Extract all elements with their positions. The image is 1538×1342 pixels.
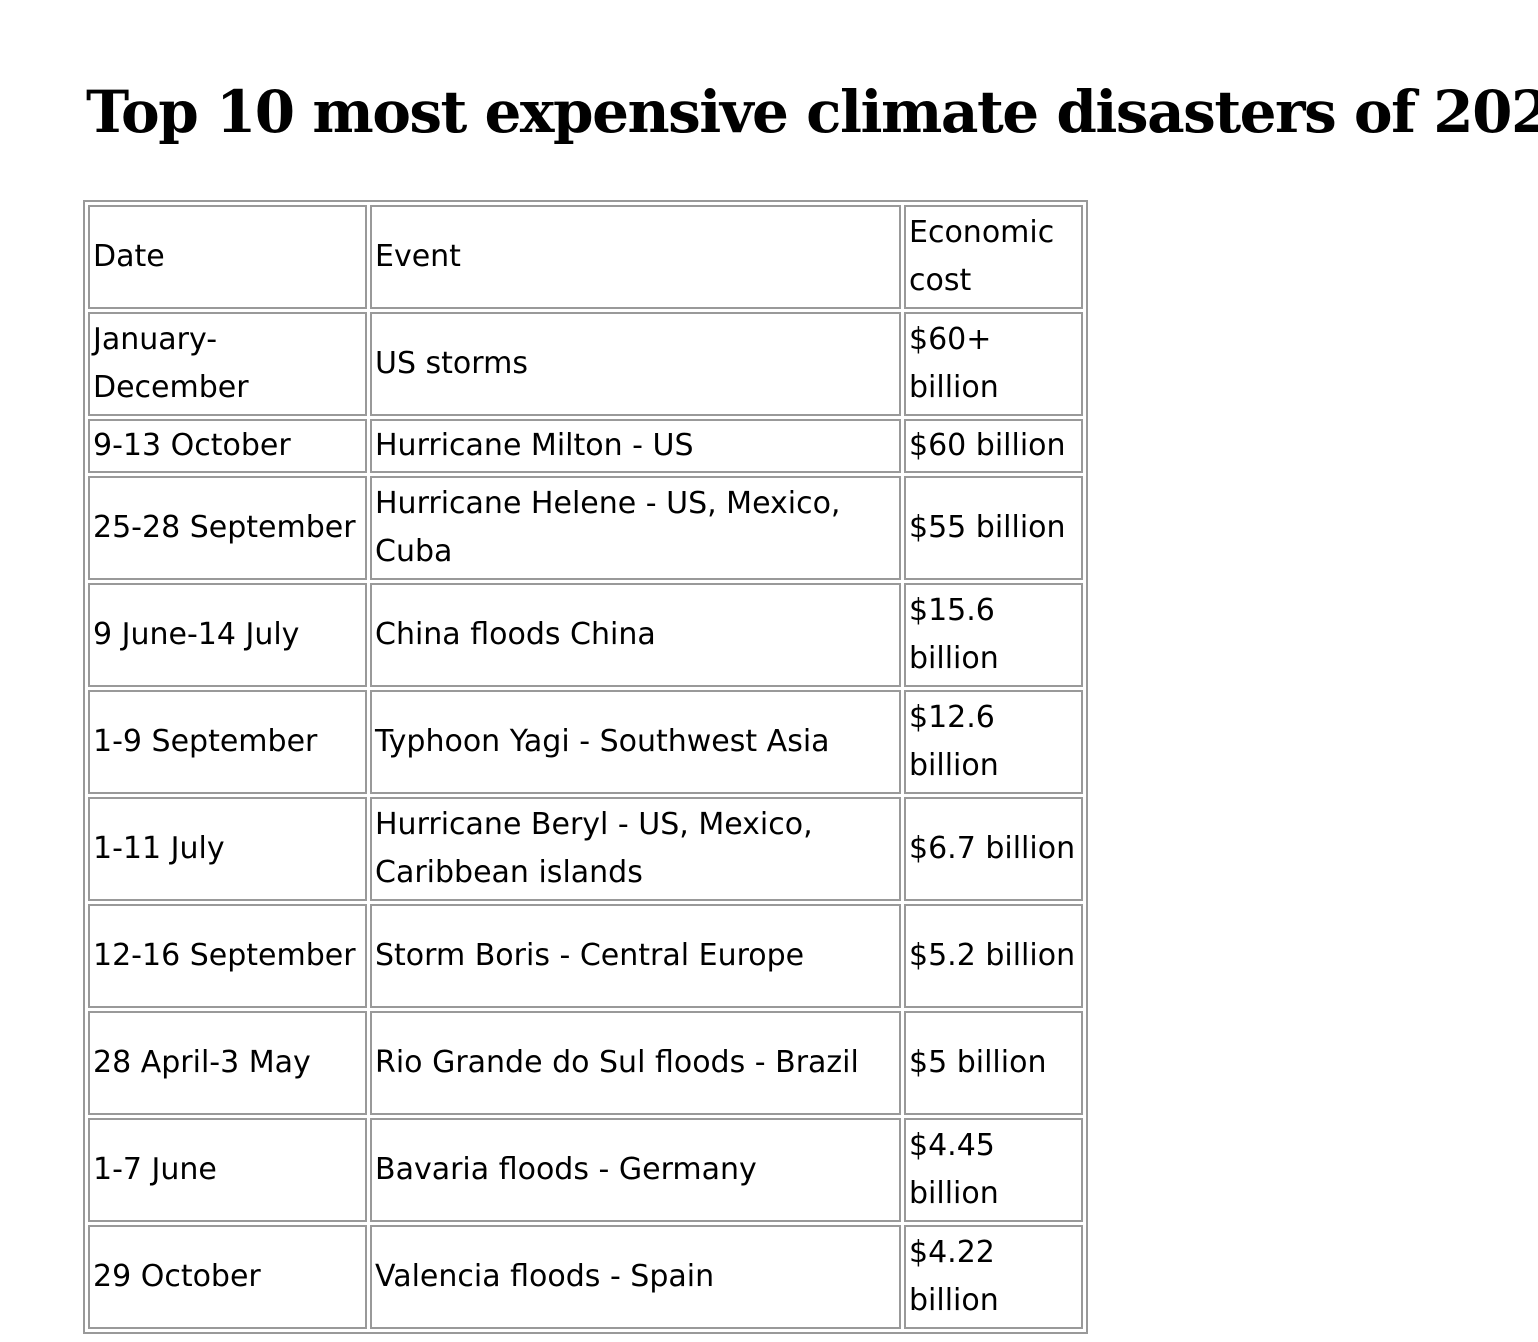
table-row: 9 June-14 July China floods China $15.6 … — [88, 583, 1083, 687]
header-economic-cost: Economic cost — [904, 205, 1083, 309]
table-row: 12-16 September Storm Boris - Central Eu… — [88, 904, 1083, 1008]
cell-cost: $60 billion — [904, 419, 1083, 473]
cell-event: China floods China — [370, 583, 901, 687]
page-title: Top 10 most expensive climate disasters … — [86, 78, 1538, 146]
cell-event: Valencia floods - Spain — [370, 1225, 901, 1329]
cell-cost: $4.45 billion — [904, 1118, 1083, 1222]
cell-date: 9 June-14 July — [88, 583, 367, 687]
cell-cost: $12.6 billion — [904, 690, 1083, 794]
table-row: 1-9 September Typhoon Yagi - Southwest A… — [88, 690, 1083, 794]
cell-date: 12-16 September — [88, 904, 367, 1008]
cell-event: Bavaria floods - Germany — [370, 1118, 901, 1222]
table-row: 25-28 September Hurricane Helene - US, M… — [88, 476, 1083, 580]
cell-cost: $5 billion — [904, 1011, 1083, 1115]
cell-date: 25-28 September — [88, 476, 367, 580]
cell-date: 1-9 September — [88, 690, 367, 794]
table-row: January-December US storms $60+ billion — [88, 312, 1083, 416]
table-row: 1-11 July Hurricane Beryl - US, Mexico, … — [88, 797, 1083, 901]
cell-event: Rio Grande do Sul floods - Brazil — [370, 1011, 901, 1115]
header-date: Date — [88, 205, 367, 309]
cell-event: Hurricane Beryl - US, Mexico, Caribbean … — [370, 797, 901, 901]
table-header-row: Date Event Economic cost — [88, 205, 1083, 309]
cell-date: January-December — [88, 312, 367, 416]
cell-date: 28 April-3 May — [88, 1011, 367, 1115]
table-row: 1-7 June Bavaria floods - Germany $4.45 … — [88, 1118, 1083, 1222]
table-row: 9-13 October Hurricane Milton - US $60 b… — [88, 419, 1083, 473]
cell-cost: $60+ billion — [904, 312, 1083, 416]
table-row: 28 April-3 May Rio Grande do Sul floods … — [88, 1011, 1083, 1115]
cell-date: 9-13 October — [88, 419, 367, 473]
cell-event: Typhoon Yagi - Southwest Asia — [370, 690, 901, 794]
disasters-table: Date Event Economic cost January-Decembe… — [83, 200, 1088, 1334]
cell-event: Hurricane Helene - US, Mexico, Cuba — [370, 476, 901, 580]
cell-event: Hurricane Milton - US — [370, 419, 901, 473]
cell-cost: $15.6 billion — [904, 583, 1083, 687]
cell-event: US storms — [370, 312, 901, 416]
cell-cost: $55 billion — [904, 476, 1083, 580]
cell-date: 29 October — [88, 1225, 367, 1329]
cell-cost: $6.7 billion — [904, 797, 1083, 901]
cell-date: 1-11 July — [88, 797, 367, 901]
cell-date: 1-7 June — [88, 1118, 367, 1222]
cell-cost: $4.22 billion — [904, 1225, 1083, 1329]
table-row: 29 October Valencia floods - Spain $4.22… — [88, 1225, 1083, 1329]
cell-cost: $5.2 billion — [904, 904, 1083, 1008]
cell-event: Storm Boris - Central Europe — [370, 904, 901, 1008]
header-event: Event — [370, 205, 901, 309]
